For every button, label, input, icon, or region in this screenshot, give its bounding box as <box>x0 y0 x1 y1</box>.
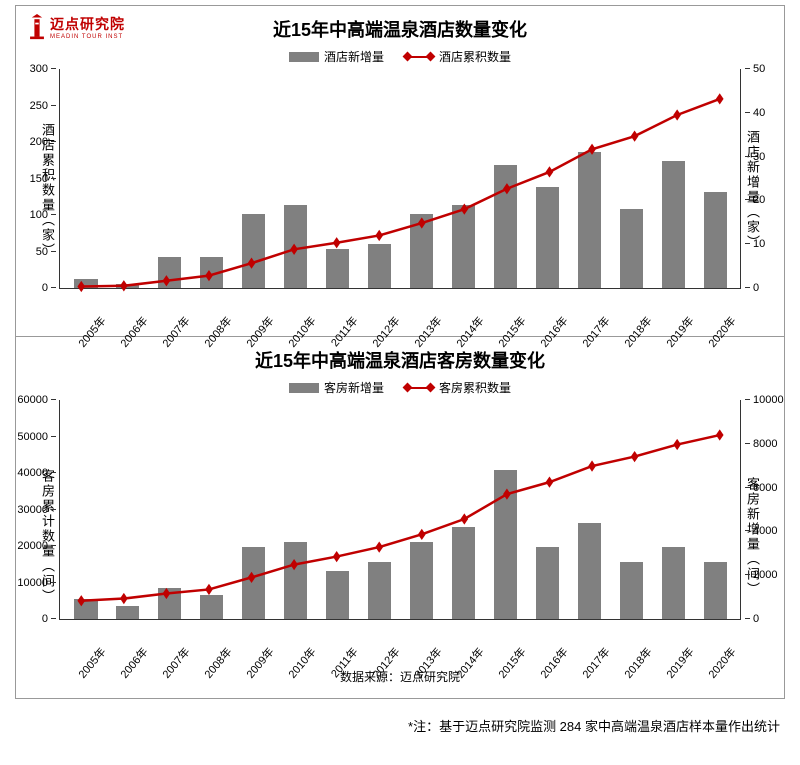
chart-2-line <box>60 400 741 619</box>
line-marker <box>716 93 724 104</box>
chart-1-legend: 酒店新增量 酒店累积数量 <box>36 48 764 65</box>
chart-2-legend: 客房新增量 客房累积数量 <box>36 379 764 396</box>
line-marker <box>631 451 639 462</box>
line-marker <box>163 275 171 286</box>
line-marker <box>503 489 511 500</box>
line-marker <box>248 258 256 269</box>
line-marker <box>631 131 639 142</box>
line-marker <box>248 572 256 583</box>
legend-bar-item: 客房新增量 <box>289 379 384 396</box>
line-marker <box>333 551 341 562</box>
line-marker <box>333 237 341 248</box>
chart-container: 迈点研究院 MEADIN TOUR INST 近15年中高端温泉酒店数量变化 酒… <box>15 5 785 699</box>
legend-bar-label: 酒店新增量 <box>324 48 384 65</box>
legend-line-label: 客房累积数量 <box>439 379 511 396</box>
legend-bar-label: 客房新增量 <box>324 379 384 396</box>
line-marker <box>375 230 383 241</box>
line-marker <box>77 595 85 606</box>
chart-1-plot: 050100150200250300 01020304050 <box>59 69 741 289</box>
line-marker <box>375 541 383 552</box>
logo-subtext: MEADIN TOUR INST <box>50 34 125 40</box>
legend-bar-icon <box>289 52 319 62</box>
line-marker <box>120 280 128 291</box>
line-marker <box>205 584 213 595</box>
line-marker <box>588 144 596 155</box>
chart-1-line <box>60 69 741 288</box>
line-marker <box>290 244 298 255</box>
line-marker <box>460 513 468 524</box>
legend-line-icon <box>404 387 434 389</box>
line-marker <box>588 460 596 471</box>
chart-2-plot: 0100002000030000400005000060000 02000400… <box>59 400 741 620</box>
chart-1-title: 近15年中高端温泉酒店数量变化 <box>36 16 764 42</box>
line-marker <box>460 204 468 215</box>
line-marker <box>418 217 426 228</box>
logo: 迈点研究院 MEADIN TOUR INST <box>28 14 125 40</box>
chart-2-x-labels: 2005年2006年2007年2008年2009年2010年2011年2012年… <box>59 624 741 662</box>
line-marker <box>503 183 511 194</box>
lighthouse-icon <box>28 14 46 40</box>
legend-line-item: 酒店累积数量 <box>404 48 511 65</box>
line-marker <box>205 270 213 281</box>
legend-line-item: 客房累积数量 <box>404 379 511 396</box>
chart-1-x-labels: 2005年2006年2007年2008年2009年2010年2011年2012年… <box>59 293 741 331</box>
legend-bar-item: 酒店新增量 <box>289 48 384 65</box>
line-marker <box>716 429 724 440</box>
line-marker <box>418 529 426 540</box>
footnote: *注：基于迈点研究院监测 284 家中高端温泉酒店样本量作出统计 <box>0 704 800 741</box>
line-marker <box>120 593 128 604</box>
chart-1: 近15年中高端温泉酒店数量变化 酒店新增量 酒店累积数量 酒店累积数量（家） 0… <box>16 6 784 337</box>
chart-2-title: 近15年中高端温泉酒店客房数量变化 <box>36 347 764 373</box>
legend-bar-icon <box>289 383 319 393</box>
line-marker <box>290 559 298 570</box>
line-marker <box>546 476 554 487</box>
legend-line-label: 酒店累积数量 <box>439 48 511 65</box>
line-marker <box>546 166 554 177</box>
line-marker <box>77 281 85 292</box>
line-marker <box>673 109 681 120</box>
line-marker <box>673 439 681 450</box>
line-marker <box>163 588 171 599</box>
chart-2: 近15年中高端温泉酒店客房数量变化 客房新增量 客房累积数量 客房累计数量（间）… <box>16 337 784 698</box>
logo-text: 迈点研究院 <box>50 14 125 34</box>
legend-line-icon <box>404 56 434 58</box>
